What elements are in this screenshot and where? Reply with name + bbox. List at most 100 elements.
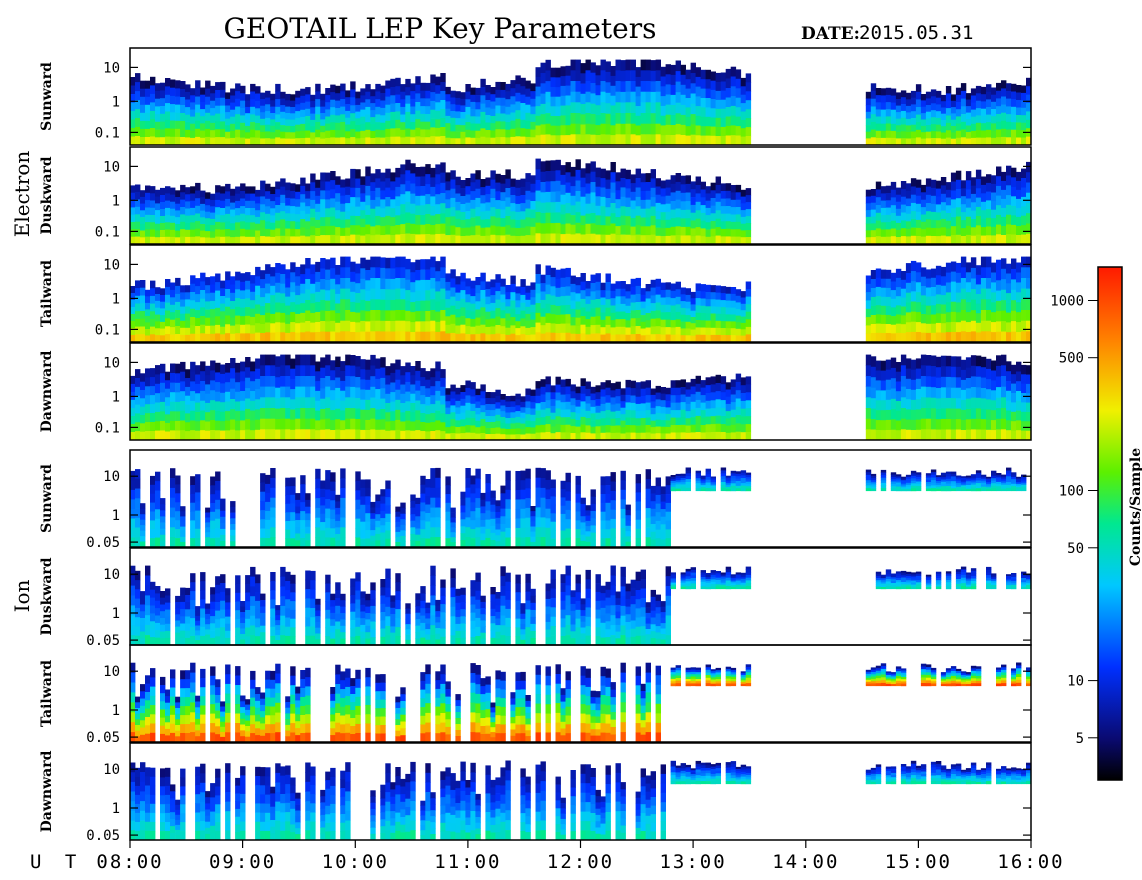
spectrogram-cell bbox=[665, 124, 671, 136]
spectrogram-cell bbox=[980, 193, 987, 203]
spectrogram-cell bbox=[740, 377, 747, 386]
spectrogram-cell bbox=[965, 189, 972, 199]
spectrogram-cell bbox=[450, 398, 456, 406]
spectrogram-cell bbox=[325, 199, 331, 209]
spectrogram-cell bbox=[145, 200, 151, 208]
spectrogram-cell bbox=[655, 412, 661, 421]
spectrogram-cell bbox=[630, 123, 636, 135]
spectrogram-cell bbox=[180, 129, 186, 138]
spectrogram-cell bbox=[415, 186, 421, 197]
spectrogram-cell bbox=[710, 334, 716, 343]
spectrogram-cell bbox=[165, 200, 171, 209]
spectrogram-cell bbox=[540, 202, 546, 214]
spectrogram-cell bbox=[895, 131, 902, 139]
spectrogram-cell bbox=[555, 201, 561, 213]
spectrogram-cell bbox=[650, 394, 656, 402]
spectrogram-cell bbox=[585, 396, 591, 404]
spectrogram-cell bbox=[495, 89, 501, 99]
spectrogram-cell bbox=[740, 297, 747, 305]
spectrogram-cell bbox=[590, 274, 596, 284]
spectrogram-cell bbox=[180, 214, 186, 223]
spectrogram-cell bbox=[890, 189, 897, 198]
spectrogram-cell bbox=[735, 107, 742, 118]
spectrogram-cell bbox=[930, 110, 937, 118]
spectrogram-cell bbox=[405, 128, 411, 138]
spectrogram-cell bbox=[570, 205, 576, 216]
spectrogram-cell bbox=[665, 235, 671, 245]
spectrogram-cell bbox=[510, 412, 516, 419]
spectrogram-cell bbox=[655, 81, 661, 93]
spectrogram-cell bbox=[570, 81, 576, 93]
spectrogram-cell bbox=[175, 217, 181, 225]
spectrogram-cell bbox=[875, 420, 882, 431]
spectrogram-cell bbox=[205, 192, 211, 200]
spectrogram-cell bbox=[590, 316, 596, 326]
spectrogram-cell bbox=[230, 188, 236, 197]
spectrogram-cell bbox=[150, 280, 156, 289]
spectrogram-cell bbox=[260, 279, 266, 289]
spectrogram-cell bbox=[1006, 137, 1012, 146]
spectrogram-cell bbox=[735, 289, 742, 297]
spectrogram-cell bbox=[630, 191, 636, 201]
spectrogram-cell bbox=[495, 226, 501, 236]
spectrogram-cell bbox=[645, 425, 651, 433]
spectrogram-cell bbox=[225, 118, 231, 126]
spectrogram-cell bbox=[665, 84, 671, 95]
spectrogram-cell bbox=[210, 390, 216, 401]
spectrogram-cell bbox=[740, 203, 747, 211]
spectrogram-cell bbox=[460, 105, 466, 113]
spectrogram-cell bbox=[360, 310, 366, 322]
spectrogram-cell bbox=[390, 181, 396, 191]
spectrogram-cell bbox=[900, 306, 907, 316]
spectrogram-cell bbox=[270, 295, 276, 305]
spectrogram-cell bbox=[1016, 130, 1022, 138]
spectrogram-cell bbox=[435, 127, 441, 137]
spectrogram-cell bbox=[625, 123, 631, 135]
panel-frame bbox=[129, 244, 1032, 343]
spectrogram-cell bbox=[235, 333, 241, 343]
spectrogram-cell bbox=[565, 192, 571, 204]
spectrogram-cell bbox=[645, 81, 651, 93]
spectrogram-cell bbox=[605, 333, 611, 343]
spectrogram-cell bbox=[230, 368, 236, 379]
spectrogram-cell bbox=[520, 227, 526, 237]
spectrogram-cell bbox=[735, 97, 742, 108]
spectrogram-cell bbox=[365, 195, 371, 206]
spectrogram-cell bbox=[935, 356, 942, 368]
spectrogram-cell bbox=[620, 134, 626, 146]
spectrogram-cell bbox=[986, 99, 992, 108]
spectrogram-cell bbox=[320, 258, 326, 269]
spectrogram-cell bbox=[340, 227, 346, 237]
spectrogram-cell bbox=[745, 281, 752, 290]
spectrogram-cell bbox=[510, 96, 516, 105]
spectrogram-cell bbox=[595, 281, 601, 291]
spectrogram-cell bbox=[590, 333, 596, 343]
spectrogram-cell bbox=[955, 272, 962, 284]
spectrogram-cell bbox=[425, 431, 431, 441]
spectrogram-cell bbox=[295, 429, 301, 441]
spectrogram-cell bbox=[335, 193, 341, 203]
spectrogram-cell bbox=[270, 106, 276, 114]
spectrogram-cell bbox=[400, 384, 406, 395]
spectrogram-cell bbox=[420, 259, 426, 270]
spectrogram-cell bbox=[260, 408, 266, 420]
spectrogram-cell bbox=[255, 276, 261, 287]
spectrogram-cell bbox=[615, 81, 621, 93]
spectrogram-cell bbox=[490, 198, 496, 208]
spectrogram-cell bbox=[480, 235, 486, 245]
spectrogram-cell bbox=[865, 386, 872, 398]
spectrogram-cell bbox=[330, 216, 336, 227]
spectrogram-cell bbox=[715, 292, 721, 301]
spectrogram-cell bbox=[555, 180, 561, 192]
spectrogram-cell bbox=[600, 168, 606, 179]
spectrogram-cell bbox=[605, 380, 611, 389]
spectrogram-cell bbox=[195, 430, 201, 441]
spectrogram-cell bbox=[645, 402, 651, 411]
spectrogram-cell bbox=[910, 124, 917, 132]
spectrogram-cell bbox=[495, 316, 501, 326]
spectrogram-cell bbox=[525, 112, 531, 122]
spectrogram-cell bbox=[170, 430, 176, 441]
spectrogram-cell bbox=[730, 314, 737, 322]
spectrogram-cell bbox=[960, 98, 967, 107]
spectrogram-cell bbox=[135, 326, 141, 335]
